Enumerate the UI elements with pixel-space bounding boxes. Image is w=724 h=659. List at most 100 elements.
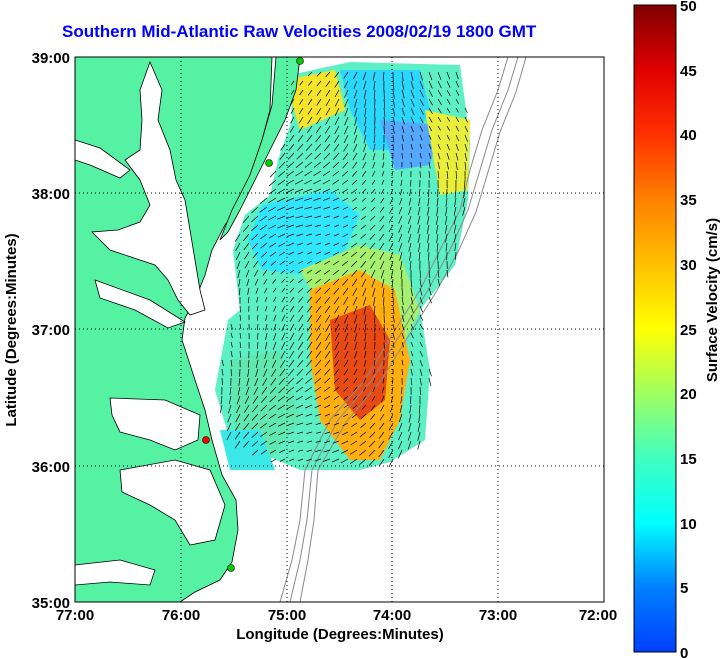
velocity-arrow <box>289 458 295 462</box>
velocity-arrow <box>361 179 367 186</box>
velocity-arrow <box>391 386 394 394</box>
velocity-arrow <box>273 323 277 331</box>
velocity-arrow <box>428 170 431 179</box>
velocity-arrow <box>315 422 322 426</box>
velocity-arrow <box>286 413 295 418</box>
velocity-arrow <box>363 359 367 367</box>
velocity-arrow <box>295 161 304 168</box>
velocity-arrow <box>333 152 340 160</box>
velocity-arrow <box>235 404 241 414</box>
velocity-arrow <box>260 413 268 420</box>
velocity-arrow <box>389 413 394 422</box>
velocity-arrow <box>428 161 431 169</box>
velocity-arrow <box>363 89 367 99</box>
velocity-arrow <box>398 422 403 432</box>
velocity-arrow <box>351 413 358 418</box>
velocity-arrow <box>315 341 322 350</box>
grid <box>75 57 604 602</box>
velocity-arrow <box>251 206 259 214</box>
velocity-arrow <box>221 359 224 366</box>
velocity-arrow <box>315 296 322 304</box>
velocity-arrow <box>304 197 313 201</box>
velocity-arrow <box>392 134 395 143</box>
velocity-arrow <box>371 197 376 203</box>
velocity-arrow <box>401 341 405 348</box>
velocity-arrow <box>287 431 295 435</box>
velocity-arrow <box>334 134 340 143</box>
velocity-arrow <box>363 143 367 152</box>
velocity-arrow <box>428 251 430 261</box>
velocity-arrow <box>325 89 331 97</box>
velocity-arrow <box>322 188 331 193</box>
velocity-arrow <box>410 323 414 330</box>
velocity-arrow <box>253 386 259 395</box>
velocity-arrow <box>446 161 449 170</box>
velocity-field <box>215 62 470 470</box>
velocity-arrow <box>410 368 413 376</box>
velocity-arrow <box>235 413 241 423</box>
velocity-arrow <box>436 197 439 207</box>
velocity-arrow <box>334 314 340 324</box>
velocity-arrow <box>334 224 340 228</box>
velocity-arrow <box>419 71 423 81</box>
lon-tick-label: 77:00 <box>56 607 94 624</box>
velocity-arrow <box>369 251 376 260</box>
velocity-arrow <box>324 260 331 265</box>
velocity-arrow <box>332 188 340 193</box>
velocity-arrow <box>390 395 394 403</box>
velocity-arrow <box>290 89 295 95</box>
velocity-arrow <box>455 143 459 151</box>
velocity-arrow <box>285 197 295 202</box>
velocity-arrow <box>398 215 403 224</box>
velocity-arrow <box>401 368 404 376</box>
velocity-arrow <box>264 350 268 359</box>
velocity-arrow <box>255 287 259 295</box>
velocity-arrow <box>226 422 232 432</box>
velocity-arrow <box>289 323 295 332</box>
colorbar-tick-label: 50 <box>680 0 697 15</box>
velocity-arrow <box>289 260 295 265</box>
velocity-arrow <box>289 350 295 359</box>
velocity-arrow <box>370 215 376 221</box>
velocity-arrow <box>286 404 295 410</box>
velocity-arrow <box>314 368 322 376</box>
velocity-arrow <box>316 89 322 97</box>
velocity-arrow <box>418 404 421 414</box>
velocity-arrow <box>436 206 439 216</box>
velocity-arrow <box>259 233 268 240</box>
velocity-arrow <box>408 422 412 432</box>
velocity-arrow <box>313 197 322 201</box>
velocity-arrow <box>455 107 459 113</box>
velocity-arrow <box>295 404 304 409</box>
velocity-arrow <box>242 224 250 233</box>
velocity-arrow <box>382 152 385 160</box>
velocity-arrow <box>316 431 322 434</box>
velocity-arrow <box>410 89 415 99</box>
velocity-arrow <box>228 395 232 405</box>
velocity-arrow <box>252 404 259 413</box>
velocity-arrow <box>286 170 295 177</box>
velocity-arrow <box>399 188 403 196</box>
velocity-arrow <box>453 224 457 234</box>
velocity-arrow <box>374 125 376 135</box>
velocity-arrow <box>235 422 241 431</box>
velocity-arrow <box>251 233 259 241</box>
velocity-arrow <box>344 116 349 126</box>
velocity-arrow <box>401 89 405 99</box>
velocity-arrow <box>315 260 322 265</box>
velocity-arrow <box>360 413 367 419</box>
velocity-arrow <box>401 125 405 134</box>
velocity-arrow <box>343 71 349 79</box>
velocity-arrow <box>383 125 385 135</box>
velocity-arrow <box>289 332 295 341</box>
velocity-arrow <box>305 395 313 401</box>
velocity-arrow <box>354 107 358 117</box>
velocity-arrow <box>334 80 340 88</box>
velocity-arrow <box>410 296 414 305</box>
velocity-arrow <box>278 170 286 178</box>
velocity-arrow <box>298 269 304 274</box>
velocity-arrow <box>296 431 304 435</box>
velocity-arrow <box>455 116 460 122</box>
velocity-arrow <box>343 359 349 367</box>
velocity-arrow <box>419 161 422 169</box>
